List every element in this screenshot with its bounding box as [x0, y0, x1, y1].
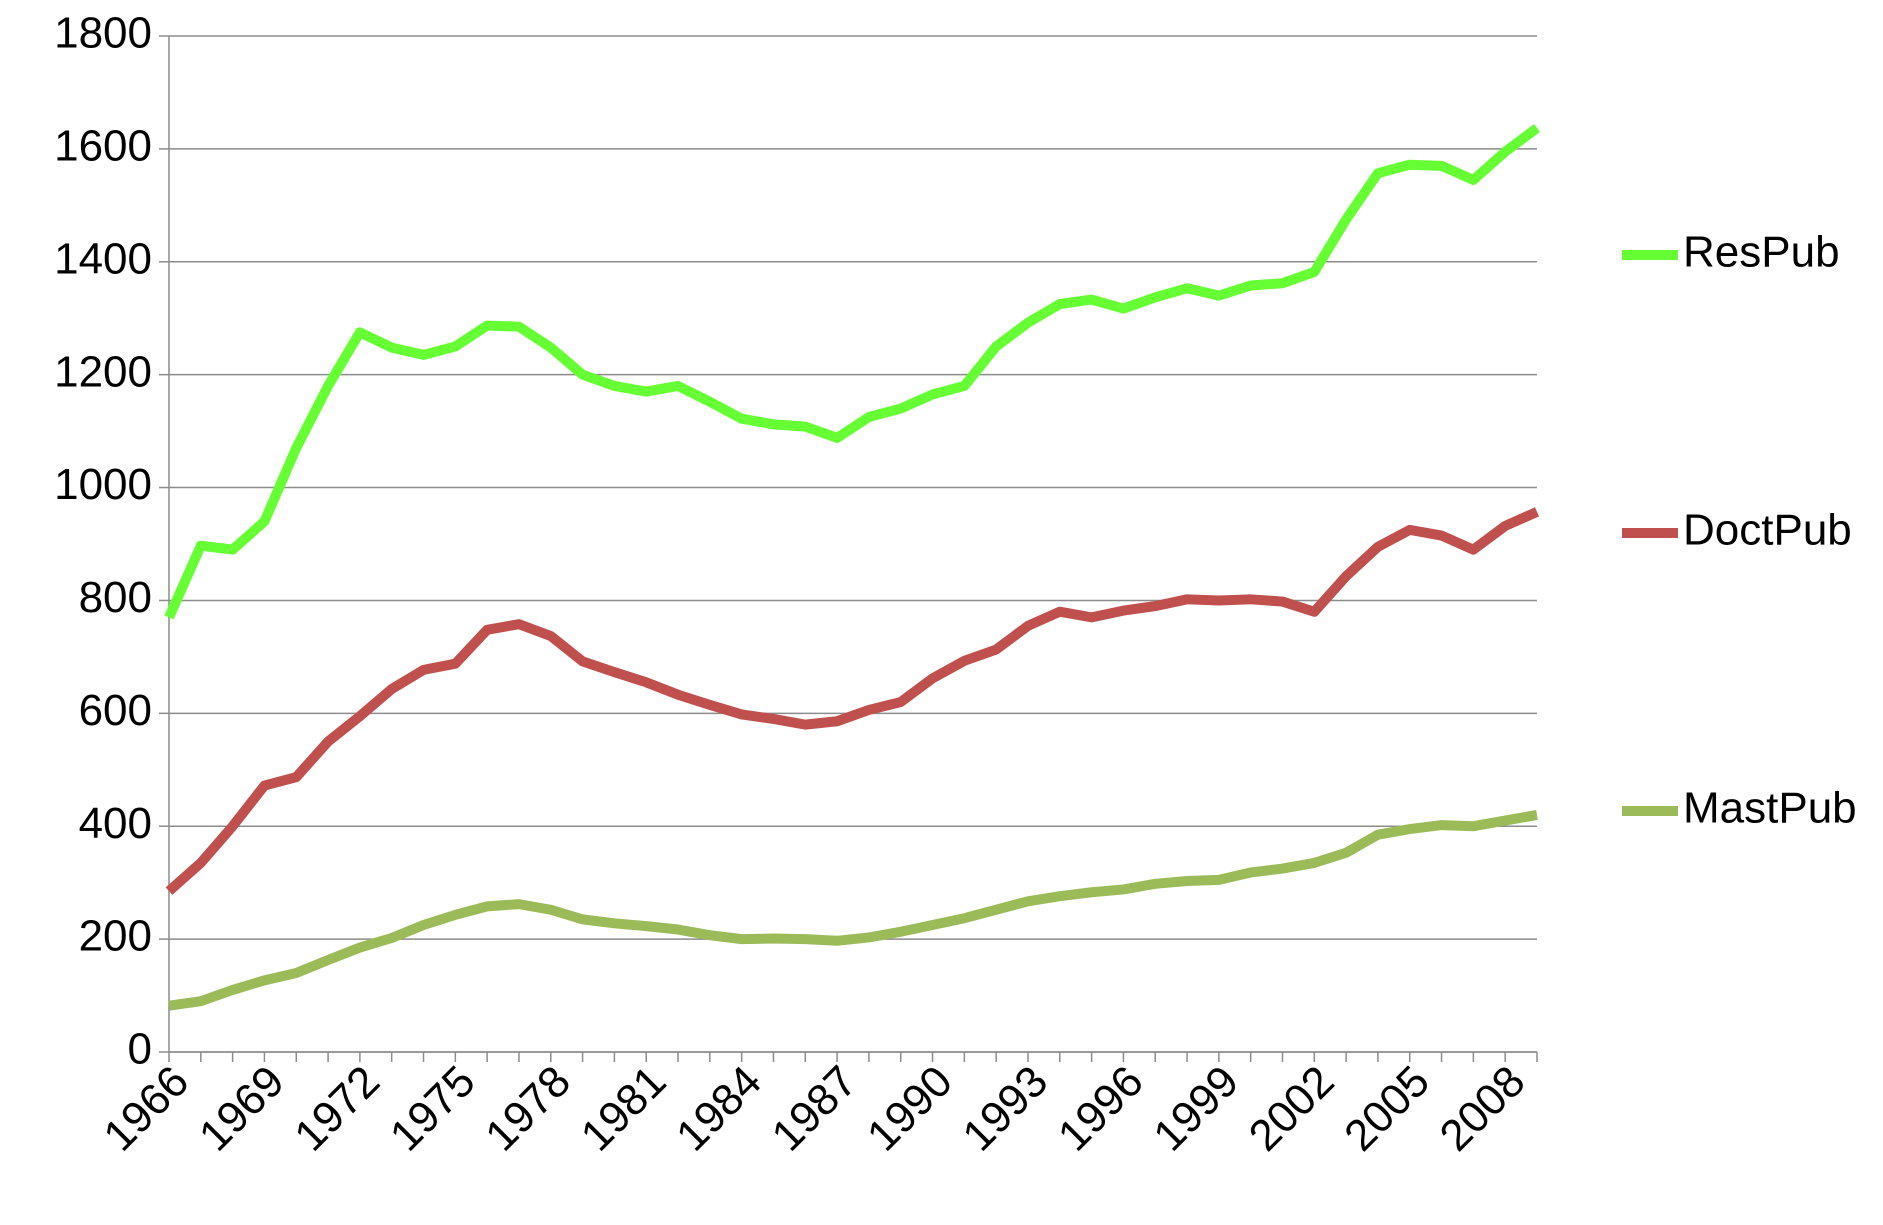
x-tick-label: 1984	[667, 1057, 771, 1161]
x-tick-label: 1978	[476, 1057, 580, 1161]
legend-label: ResPub	[1683, 228, 1840, 277]
series-line	[165, 507, 1540, 895]
y-tick-label: 200	[79, 912, 152, 961]
y-tick-label: 1000	[54, 460, 152, 509]
y-tick-label: 600	[79, 686, 152, 735]
legend-label: DoctPub	[1683, 506, 1852, 555]
y-tick-label: 1400	[54, 234, 152, 283]
y-tick-label: 1200	[54, 347, 152, 396]
series-line	[164, 123, 1540, 620]
x-tick-label: 1996	[1049, 1057, 1153, 1161]
x-tick-label: 1987	[763, 1057, 867, 1161]
y-tick-label: 400	[79, 799, 152, 848]
x-tick-label: 1969	[190, 1057, 294, 1161]
legend-label: MastPub	[1683, 784, 1857, 833]
y-tick-label: 0	[128, 1025, 152, 1074]
series-line	[168, 810, 1538, 1011]
y-tick-label: 1800	[54, 9, 152, 58]
y-tick-label: 1600	[54, 122, 152, 171]
x-tick-label: 2005	[1335, 1057, 1439, 1161]
x-tick-label: 1993	[953, 1057, 1057, 1161]
x-tick-label: 2008	[1431, 1057, 1535, 1161]
x-tick-label: 1990	[858, 1057, 962, 1161]
x-tick-label: 2002	[1240, 1057, 1344, 1161]
x-tick-label: 1999	[1144, 1057, 1248, 1161]
x-tick-label: 1975	[381, 1057, 485, 1161]
y-tick-label: 800	[79, 573, 152, 622]
x-tick-label: 1981	[572, 1057, 676, 1161]
x-tick-label: 1972	[285, 1057, 389, 1161]
